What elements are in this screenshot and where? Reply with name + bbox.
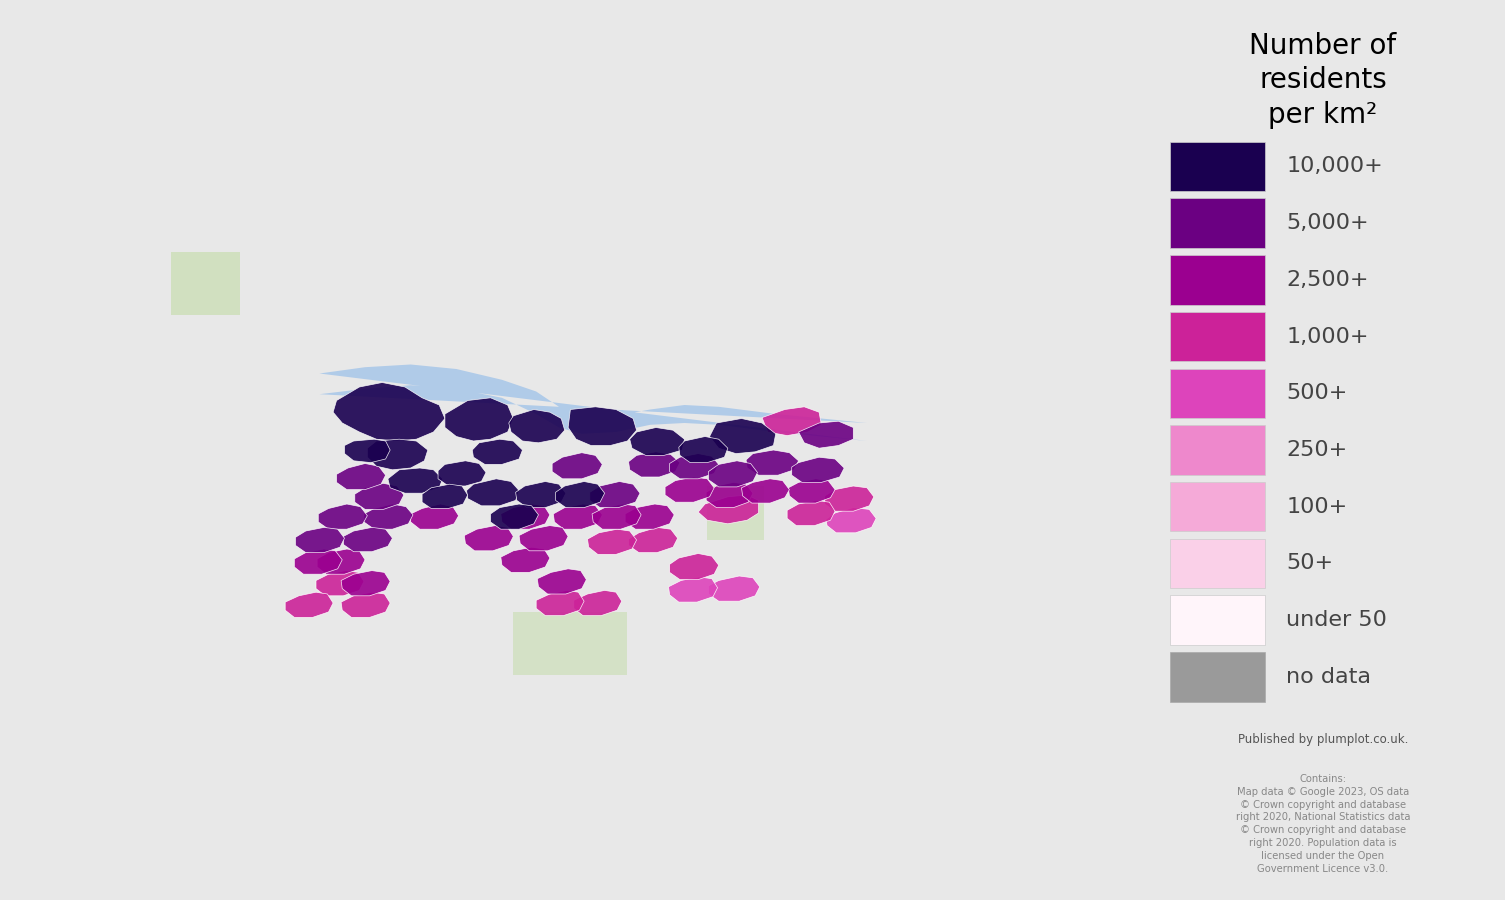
Polygon shape xyxy=(491,504,539,529)
Polygon shape xyxy=(787,500,835,526)
Polygon shape xyxy=(537,569,587,594)
Polygon shape xyxy=(629,527,677,553)
Polygon shape xyxy=(333,382,445,441)
Polygon shape xyxy=(706,482,752,508)
Polygon shape xyxy=(665,477,715,502)
Polygon shape xyxy=(467,479,519,506)
Polygon shape xyxy=(573,590,622,616)
FancyBboxPatch shape xyxy=(1169,538,1264,589)
Polygon shape xyxy=(591,504,641,529)
Polygon shape xyxy=(342,592,390,617)
Polygon shape xyxy=(555,482,605,508)
Polygon shape xyxy=(762,407,822,436)
Polygon shape xyxy=(355,483,403,509)
Polygon shape xyxy=(318,504,367,529)
Polygon shape xyxy=(438,461,486,486)
Polygon shape xyxy=(364,504,412,529)
Text: Published by plumplot.co.uk.: Published by plumplot.co.uk. xyxy=(1237,734,1409,746)
Polygon shape xyxy=(536,590,584,616)
Polygon shape xyxy=(172,252,239,315)
Polygon shape xyxy=(590,482,640,508)
Polygon shape xyxy=(319,364,867,441)
FancyBboxPatch shape xyxy=(1169,369,1264,418)
Polygon shape xyxy=(421,484,468,508)
Polygon shape xyxy=(799,421,853,448)
Polygon shape xyxy=(826,508,876,533)
Polygon shape xyxy=(501,547,549,572)
Text: under 50: under 50 xyxy=(1287,610,1388,630)
Polygon shape xyxy=(587,529,637,554)
Polygon shape xyxy=(567,407,637,446)
FancyBboxPatch shape xyxy=(1169,426,1264,475)
Text: 10,000+: 10,000+ xyxy=(1287,157,1383,176)
Polygon shape xyxy=(343,527,393,552)
Text: 1,000+: 1,000+ xyxy=(1287,327,1370,346)
FancyBboxPatch shape xyxy=(1169,312,1264,362)
Polygon shape xyxy=(792,457,844,482)
FancyBboxPatch shape xyxy=(1169,652,1264,702)
Polygon shape xyxy=(345,439,390,463)
Polygon shape xyxy=(679,436,728,463)
Polygon shape xyxy=(473,439,522,464)
Polygon shape xyxy=(316,571,364,596)
Polygon shape xyxy=(709,461,757,487)
FancyBboxPatch shape xyxy=(1169,141,1264,192)
Text: 500+: 500+ xyxy=(1287,383,1348,403)
Polygon shape xyxy=(465,526,513,551)
FancyBboxPatch shape xyxy=(1169,482,1264,531)
Polygon shape xyxy=(516,482,566,508)
Polygon shape xyxy=(552,453,602,479)
Polygon shape xyxy=(629,428,685,455)
Polygon shape xyxy=(411,504,459,529)
Polygon shape xyxy=(513,612,628,675)
Polygon shape xyxy=(509,410,564,443)
Polygon shape xyxy=(670,454,719,479)
FancyBboxPatch shape xyxy=(1169,596,1264,645)
Text: 100+: 100+ xyxy=(1287,497,1347,517)
Polygon shape xyxy=(367,439,427,470)
Text: 5,000+: 5,000+ xyxy=(1287,213,1370,233)
Polygon shape xyxy=(707,486,765,540)
Polygon shape xyxy=(698,495,759,524)
Polygon shape xyxy=(295,549,342,574)
Polygon shape xyxy=(501,504,549,529)
Text: 50+: 50+ xyxy=(1287,554,1333,573)
Polygon shape xyxy=(709,418,775,454)
Polygon shape xyxy=(388,468,442,493)
Text: 2,500+: 2,500+ xyxy=(1287,270,1370,290)
Text: 250+: 250+ xyxy=(1287,440,1347,460)
Polygon shape xyxy=(746,450,799,475)
Polygon shape xyxy=(742,479,790,503)
Polygon shape xyxy=(342,571,390,596)
Text: no data: no data xyxy=(1287,667,1371,687)
Polygon shape xyxy=(318,549,366,574)
Polygon shape xyxy=(337,464,385,490)
Polygon shape xyxy=(519,526,567,551)
Polygon shape xyxy=(709,576,760,601)
Polygon shape xyxy=(295,527,345,553)
Polygon shape xyxy=(554,504,602,529)
Polygon shape xyxy=(668,577,718,602)
Polygon shape xyxy=(670,554,719,580)
Text: Contains:
Map data © Google 2023, OS data
© Crown copyright and database
right 2: Contains: Map data © Google 2023, OS dat… xyxy=(1236,774,1410,874)
FancyBboxPatch shape xyxy=(1169,198,1264,248)
Polygon shape xyxy=(629,452,680,477)
Polygon shape xyxy=(286,592,333,617)
Polygon shape xyxy=(789,479,835,503)
Polygon shape xyxy=(625,504,674,529)
Text: Number of
residents
per km²: Number of residents per km² xyxy=(1249,32,1397,129)
FancyBboxPatch shape xyxy=(1169,256,1264,304)
Polygon shape xyxy=(445,398,513,441)
Polygon shape xyxy=(825,486,874,511)
